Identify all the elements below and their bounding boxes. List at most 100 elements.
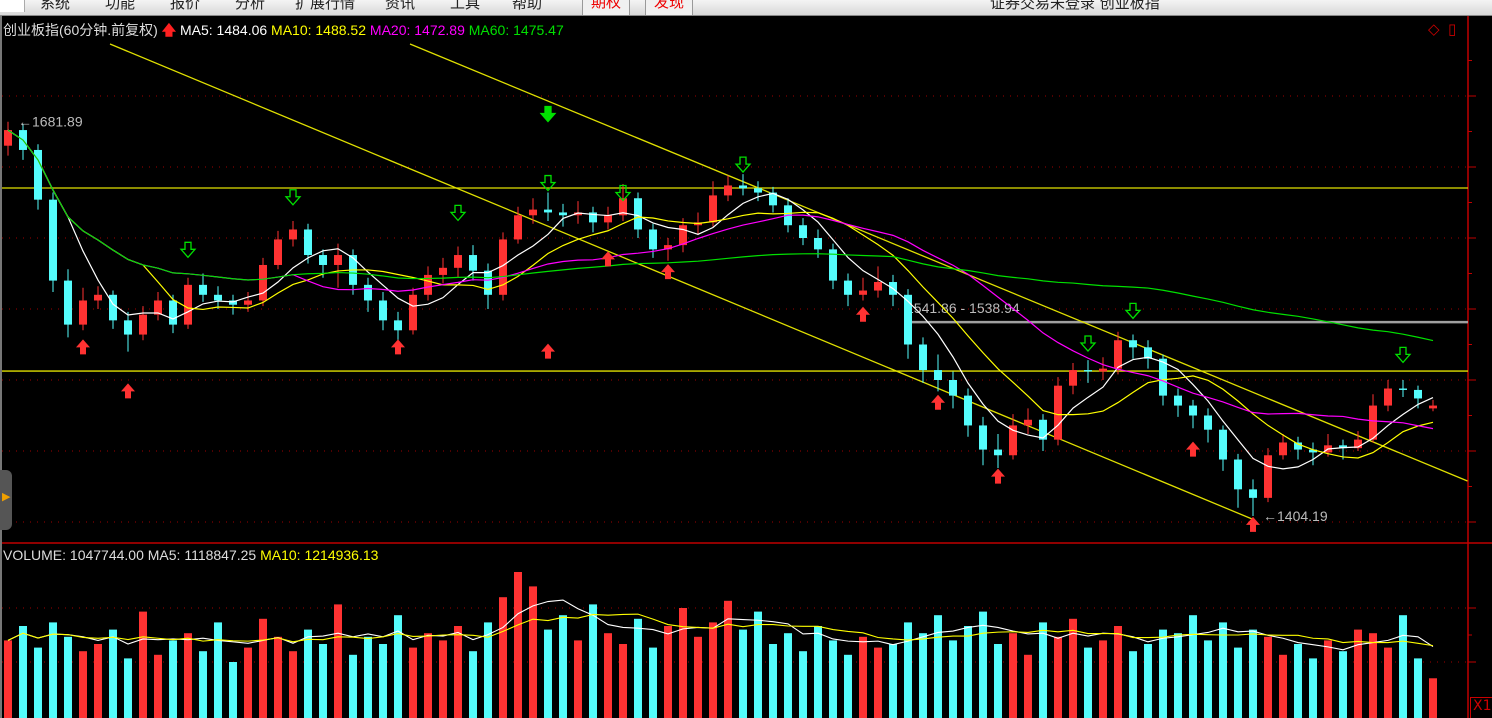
candle-down <box>649 229 657 250</box>
candle-up <box>1264 455 1272 498</box>
volume-bar <box>139 611 147 718</box>
candle-up <box>424 274 432 295</box>
candle-down <box>1204 415 1212 430</box>
volume-bar <box>1324 640 1332 718</box>
volume-bar <box>1234 647 1242 718</box>
volume-ma10-line <box>7 613 1434 647</box>
sell-signal-arrow-icon <box>734 156 752 174</box>
candle-down <box>739 185 747 189</box>
volume-bar <box>889 644 897 718</box>
volume-bar <box>934 615 942 718</box>
candle-down <box>979 425 987 450</box>
menu-system[interactable]: 系统 <box>40 0 71 12</box>
candle-down <box>1084 370 1092 372</box>
sell-signal-arrow-icon <box>1394 346 1412 364</box>
volume-bar <box>1069 618 1077 718</box>
candle-down <box>214 294 222 301</box>
trend-line <box>109 43 1255 521</box>
volume-bar <box>799 651 807 718</box>
extreme-price-label: ←1681.89 <box>18 114 83 130</box>
candle-down <box>589 212 597 223</box>
candle-up <box>1114 340 1122 369</box>
volume-bar <box>919 633 927 718</box>
candle-down <box>754 188 762 193</box>
volume-bar <box>904 622 912 718</box>
volume-bar <box>439 640 447 718</box>
discover-button[interactable]: 发现 <box>645 0 694 15</box>
volume-bar <box>259 618 267 718</box>
maximize-icon[interactable]: ▯ <box>1448 20 1457 38</box>
candle-up <box>664 245 672 250</box>
sell-signal-arrow-icon <box>179 241 197 259</box>
restore-icon[interactable]: ◇ <box>1428 20 1440 38</box>
candle-down <box>319 255 327 265</box>
legend-ma10: MA10: 1488.52 <box>271 22 367 38</box>
volume-bar <box>1084 647 1092 718</box>
panel-toggle-tab[interactable]: ▶ <box>0 470 12 530</box>
candle-up <box>1279 442 1287 456</box>
menu-help[interactable]: 帮助 <box>512 0 543 12</box>
candle-down <box>379 300 387 321</box>
volume-bar <box>184 633 192 718</box>
candle-up <box>4 130 12 146</box>
volume-bar <box>169 640 177 718</box>
volume-bar <box>1384 647 1392 718</box>
candle-up <box>1054 385 1062 440</box>
level-label: 1541.86 - 1538.94 <box>906 300 1020 316</box>
menu-analysis[interactable]: 分析 <box>235 0 266 12</box>
volume-bar <box>979 611 987 718</box>
candle-down <box>1294 442 1302 450</box>
legend-ma60: MA60: 1475.47 <box>468 22 564 38</box>
candle-up <box>334 255 342 265</box>
menu-quote[interactable]: 报价 <box>170 0 201 12</box>
ma5-line <box>7 129 1434 470</box>
candle-down <box>844 280 852 295</box>
volume-bar <box>649 647 657 718</box>
candle-down <box>814 238 822 250</box>
volume-bar <box>1294 644 1302 718</box>
volume-bar <box>409 647 417 718</box>
legend-ma5: MA5: 1484.06 <box>179 22 268 38</box>
sell-signal-arrow-icon <box>539 174 557 192</box>
options-button[interactable]: 期权 <box>582 0 631 15</box>
volume-bar <box>1159 629 1167 718</box>
legend-volume-ma5: MA5: 1118847.25 <box>147 547 257 563</box>
candle-up <box>94 294 102 301</box>
volume-bar <box>1354 629 1362 718</box>
candle-up <box>529 209 537 216</box>
candle-up <box>709 195 717 223</box>
candle-up <box>409 294 417 331</box>
candle-down <box>634 198 642 230</box>
volume-bar <box>1054 636 1062 718</box>
candle-down <box>1309 449 1317 453</box>
scale-button[interactable]: X1 <box>1470 697 1492 718</box>
candle-up <box>259 264 267 301</box>
candle-down <box>169 300 177 325</box>
volume-bar <box>454 626 462 718</box>
candle-up <box>499 239 507 295</box>
candle-down <box>49 199 57 281</box>
volume-bar <box>1204 640 1212 718</box>
candle-down <box>1159 358 1167 396</box>
candle-down <box>1219 429 1227 460</box>
volume-bar <box>829 640 837 718</box>
volume-bar <box>304 629 312 718</box>
volume-bar <box>94 644 102 718</box>
menu-news[interactable]: 资讯 <box>385 0 416 12</box>
volume-bar <box>544 629 552 718</box>
volume-bar <box>379 644 387 718</box>
candle-down <box>1234 459 1242 490</box>
volume-bar <box>754 611 762 718</box>
instrument-label: 创业板指(60分钟.前复权) <box>3 22 158 38</box>
menu-extended-market[interactable]: 扩展行情 <box>295 0 356 12</box>
legend-ma20: MA20: 1472.89 <box>369 22 465 38</box>
volume-bar <box>739 629 747 718</box>
candle-down <box>949 380 957 396</box>
strong-sell-arrow-icon <box>539 105 557 123</box>
menu-function[interactable]: 功能 <box>105 0 136 12</box>
candle-up <box>574 212 582 216</box>
volume-bar <box>1399 615 1407 718</box>
volume-bar <box>859 636 867 718</box>
menu-tools[interactable]: 工具 <box>450 0 481 12</box>
